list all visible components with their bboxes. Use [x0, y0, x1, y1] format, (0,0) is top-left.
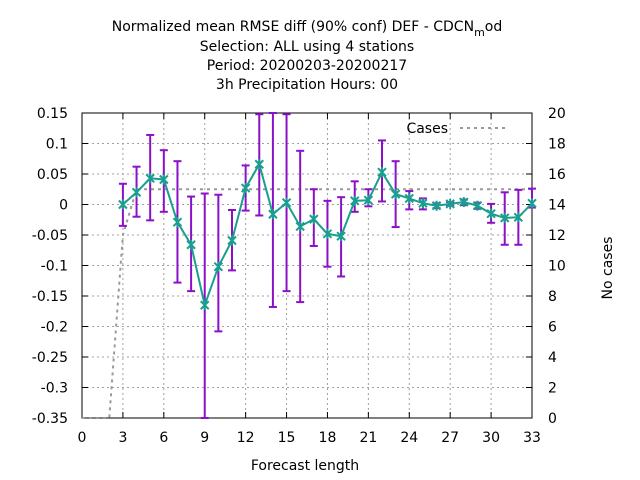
- cases-series: [82, 188, 532, 419]
- x-tick-label: 0: [78, 430, 87, 446]
- data-point: [268, 209, 278, 220]
- data-point: [240, 183, 251, 194]
- y2-axis-label: No cases: [600, 237, 616, 300]
- y2-tick-label: 2: [548, 381, 557, 397]
- y2-tick-label: 14: [548, 198, 566, 214]
- data-point: [336, 231, 346, 242]
- x-tick-label: 3: [118, 430, 127, 446]
- cases-line: [82, 188, 532, 419]
- title-line: 3h Precipitation Hours: 00: [216, 77, 398, 93]
- title-text: Period: 20200203-20200217: [207, 58, 407, 74]
- y-tick-label: -0.35: [32, 411, 68, 427]
- data-point: [527, 198, 537, 209]
- y2-tick-label: 0: [548, 411, 557, 427]
- y-tick-label: -0.05: [32, 228, 68, 244]
- y2-tick-label: 20: [548, 106, 566, 122]
- x-tick-label: 9: [200, 430, 209, 446]
- title-line: Period: 20200203-20200217: [207, 58, 407, 74]
- data-point: [363, 195, 374, 206]
- data-point: [213, 261, 224, 272]
- data-point: [322, 228, 333, 239]
- data-point: [309, 214, 319, 225]
- y-tick-label: 0.05: [37, 167, 68, 183]
- y2-tick-label: 4: [548, 350, 557, 366]
- title-text: Selection: ALL using 4 stations: [200, 39, 414, 55]
- y2-tick-label: 12: [548, 228, 566, 244]
- y-tick-label: 0.1: [46, 137, 68, 153]
- data-point: [431, 200, 442, 211]
- y-tick-label: -0.2: [41, 320, 68, 336]
- y-tick-label: 0: [59, 198, 68, 214]
- title-text: od: [485, 19, 502, 35]
- data-point: [186, 239, 196, 250]
- data-point: [500, 212, 510, 223]
- title-text: Normalized mean RMSE diff (90% conf) DEF…: [112, 19, 474, 35]
- x-tick-label: 18: [319, 430, 337, 446]
- y-tick-label: -0.3: [41, 381, 68, 397]
- data-point: [145, 173, 155, 184]
- x-tick-label: 6: [159, 430, 168, 446]
- data-point: [227, 235, 237, 246]
- grid: [82, 113, 532, 418]
- data-point: [418, 198, 428, 209]
- x-axis-label: Forecast length: [251, 458, 359, 474]
- data-point: [486, 208, 496, 219]
- x-tick-label: 33: [523, 430, 541, 446]
- data-point: [513, 212, 524, 223]
- y-tick-label: -0.25: [32, 350, 68, 366]
- x-tick-label: 12: [237, 430, 255, 446]
- data-point: [472, 200, 483, 211]
- axis-ticks: 0 3 6 9 12 15 18 21 24 27 30 33-0.35-0.3-0.25-0.2-0…: [32, 106, 566, 446]
- y2-tick-label: 16: [548, 167, 566, 183]
- title-line: Normalized mean RMSE diff (90% conf) DEF…: [112, 19, 502, 39]
- title-line: Selection: ALL using 4 stations: [200, 39, 414, 55]
- y-tick-label: 0.15: [37, 106, 68, 122]
- y-tick-label: -0.15: [32, 289, 68, 305]
- x-tick-label: 30: [482, 430, 500, 446]
- data-point: [377, 167, 387, 178]
- main-series: [118, 159, 537, 311]
- data-point: [159, 174, 169, 185]
- y2-tick-label: 18: [548, 137, 566, 153]
- x-tick-label: 15: [278, 430, 296, 446]
- data-point: [445, 198, 455, 209]
- data-point: [390, 189, 401, 200]
- data-point: [254, 159, 264, 170]
- y2-tick-label: 6: [548, 320, 557, 336]
- data-point: [131, 187, 142, 198]
- x-tick-label: 27: [441, 430, 459, 446]
- y2-tick-label: 8: [548, 289, 557, 305]
- x-tick-label: 24: [400, 430, 418, 446]
- data-point: [350, 195, 360, 206]
- chart-title: Normalized mean RMSE diff (90% conf) DEF…: [112, 19, 502, 93]
- legend: Cases: [406, 121, 506, 137]
- data-point: [281, 197, 292, 208]
- data-point: [459, 197, 469, 208]
- data-point: [118, 199, 128, 210]
- x-tick-label: 21: [359, 430, 377, 446]
- title-subscript: m: [474, 26, 485, 39]
- data-point: [172, 217, 183, 228]
- data-point: [295, 221, 305, 232]
- legend-label-cases: Cases: [406, 121, 448, 137]
- y-tick-label: -0.1: [41, 259, 68, 275]
- y2-tick-label: 10: [548, 259, 566, 275]
- data-point: [200, 300, 210, 311]
- data-point: [404, 193, 414, 204]
- title-text: 3h Precipitation Hours: 00: [216, 77, 398, 93]
